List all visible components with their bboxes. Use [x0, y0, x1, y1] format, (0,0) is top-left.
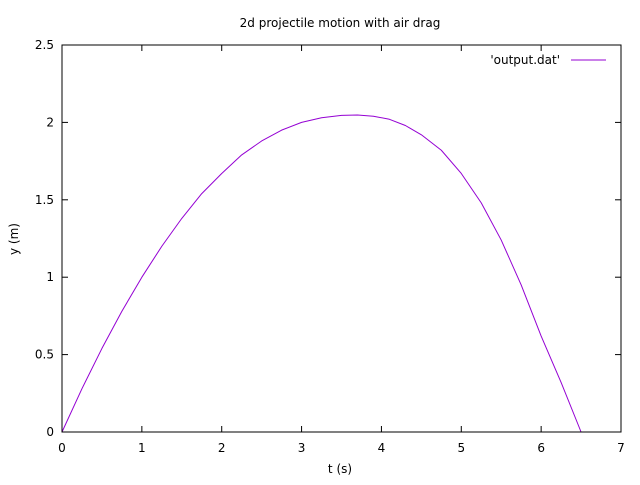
chart-title: 2d projectile motion with air drag [240, 16, 441, 30]
legend: 'output.dat' [490, 53, 606, 67]
x-tick-label: 1 [138, 441, 146, 455]
x-tick-label: 6 [537, 441, 545, 455]
y-tick-label: 0 [46, 425, 54, 439]
y-tick-label: 2 [46, 115, 54, 129]
y-tick-label: 1 [46, 270, 54, 284]
y-axis-label: y (m) [7, 223, 21, 255]
x-tick-label: 5 [457, 441, 465, 455]
x-tick-label: 0 [58, 441, 66, 455]
plot-area [61, 114, 582, 433]
x-tick-label: 7 [617, 441, 625, 455]
x-tick-label: 3 [298, 441, 306, 455]
x-tick-label: 2 [218, 441, 226, 455]
x-tick-label: 4 [378, 441, 386, 455]
axis-ticks: 0 1 2 3 4 5 6 7 0 0.5 1 1.5 2 2.5 [35, 38, 625, 455]
y-tick-label: 0.5 [35, 348, 54, 362]
series-line [61, 114, 582, 433]
legend-label: 'output.dat' [490, 53, 560, 67]
y-tick-label: 1.5 [35, 193, 54, 207]
plot-frame [61, 44, 622, 433]
x-axis-label: t (s) [328, 462, 352, 476]
y-tick-label: 2.5 [35, 38, 54, 52]
